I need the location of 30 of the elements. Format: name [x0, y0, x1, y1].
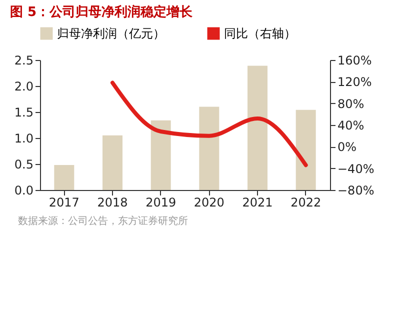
y2-tick-label: 0%	[338, 140, 357, 154]
legend-label: 归母净利润（亿元）	[57, 26, 165, 41]
y-tick-label: 2.0	[14, 80, 34, 94]
y2-tick-label: 80%	[338, 96, 364, 111]
bar	[296, 110, 316, 190]
source-note: 数据来源：公司公告，东方证券研究所	[17, 214, 189, 228]
chart-title: 图 5：公司归母净利润稳定增长	[10, 4, 194, 20]
y-tick-label: 0.0	[14, 184, 34, 198]
bar	[199, 106, 220, 190]
y2-tick-label: 160%	[338, 54, 372, 68]
x-tick-label: 2018	[97, 196, 128, 210]
bar	[248, 66, 268, 190]
x-tick-label: 2020	[194, 196, 224, 210]
y2-tick-label: 120%	[338, 75, 372, 90]
legend-label: 同比（右轴）	[224, 26, 296, 41]
bar	[150, 120, 171, 190]
y2-tick-label: −40%	[338, 162, 374, 176]
x-tick-label: 2022	[290, 196, 322, 210]
y-tick-label: 2.5	[14, 54, 34, 68]
line-series	[110, 80, 308, 168]
y2-tick-label: 40%	[338, 118, 364, 132]
x-tick-label: 2017	[48, 196, 80, 210]
y2-tick-label: −80%	[338, 184, 374, 198]
x-tick-label: 2021	[242, 196, 273, 210]
bar	[102, 135, 122, 190]
y-tick-label: 1.5	[14, 106, 34, 120]
y-tick-label: 1.0	[14, 132, 34, 146]
x-tick-label: 2019	[146, 196, 176, 210]
bar	[54, 165, 74, 190]
y-tick-label: 0.5	[14, 158, 34, 172]
